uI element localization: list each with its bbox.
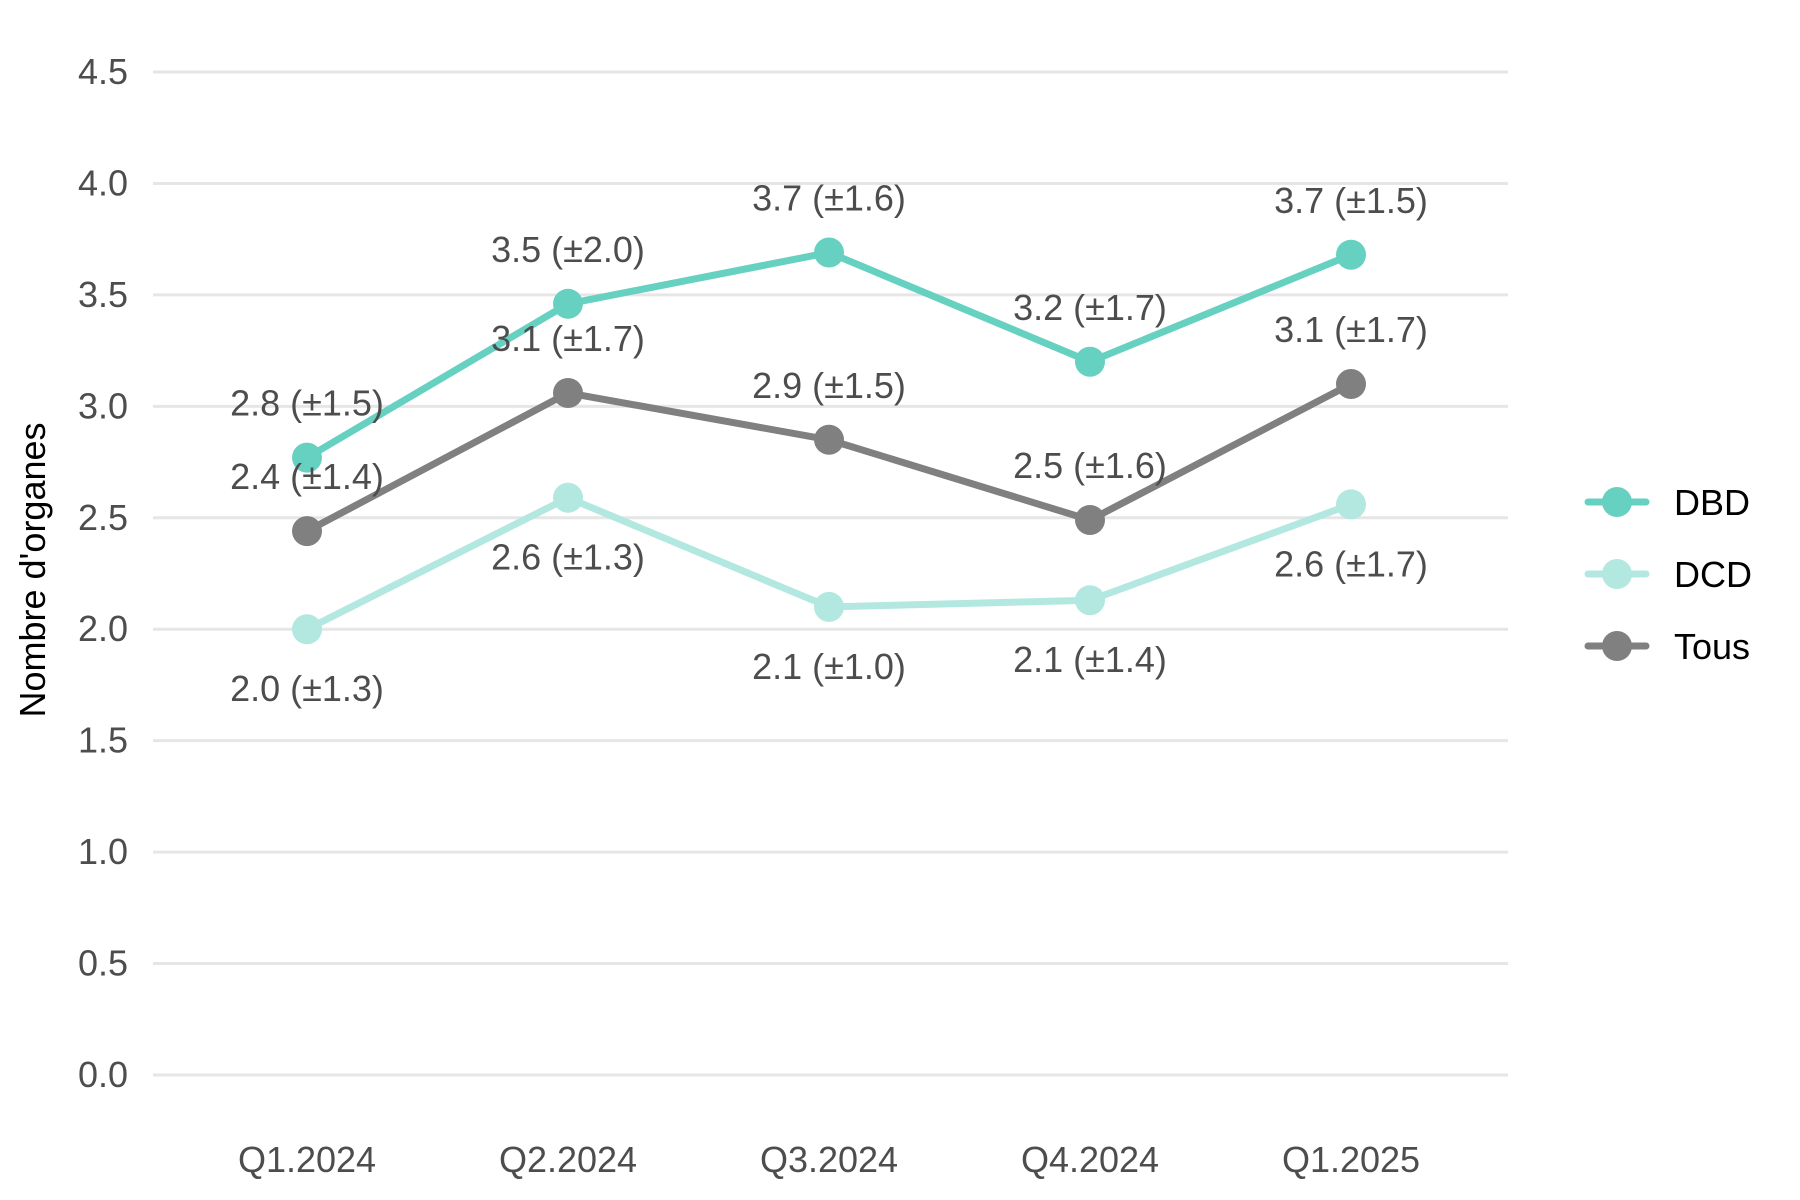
y-tick-label: 2.5: [78, 497, 128, 538]
data-label-dcd: 2.6 (±1.3): [491, 537, 645, 578]
y-tick-label: 0.5: [78, 943, 128, 984]
data-point-dbd: [292, 442, 322, 473]
y-tick-label: 1.5: [78, 720, 128, 761]
y-axis-title: Nombre d'organes: [12, 422, 53, 717]
data-label-tous: 2.5 (±1.6): [1013, 445, 1167, 486]
x-tick-label: Q2.2024: [499, 1139, 637, 1180]
data-labels: 2.8 (±1.5) 3.5 (±2.0) 3.7 (±1.6) 3.2 (±1.7)…: [230, 178, 1428, 710]
data-point-dcd: [553, 482, 583, 513]
y-tick-label: 4.5: [78, 51, 128, 92]
legend-key-point-tous: [1602, 631, 1632, 661]
data-point-dbd: [814, 237, 844, 268]
data-label-dcd: 2.1 (±1.0): [752, 646, 906, 687]
x-tick-label: Q1.2025: [1282, 1139, 1420, 1180]
data-label-dbd: 2.8 (±1.5): [230, 383, 384, 424]
legend-label-dbd: DBD: [1674, 482, 1750, 523]
y-tick-label: 0.0: [78, 1054, 128, 1095]
y-tick-label: 1.0: [78, 831, 128, 872]
data-point-tous: [814, 424, 844, 455]
x-tick-label: Q1.2024: [238, 1139, 376, 1180]
series-layer: [292, 237, 1366, 645]
gridlines: [153, 70, 1508, 1077]
data-point-dcd: [1336, 489, 1366, 520]
data-point-tous: [1075, 505, 1105, 536]
legend-key-point-dbd: [1602, 487, 1632, 517]
data-label-dcd: 2.6 (±1.7): [1274, 543, 1428, 584]
data-label-dbd: 3.5 (±2.0): [491, 229, 645, 270]
y-tick-label: 4.0: [78, 162, 128, 203]
data-point-tous: [1336, 369, 1366, 400]
data-label-tous: 3.1 (±1.7): [491, 318, 645, 359]
y-tick-label: 3.5: [78, 274, 128, 315]
data-label-dcd: 2.0 (±1.3): [230, 668, 384, 709]
legend-label-dcd: DCD: [1674, 554, 1752, 595]
x-axis-ticks: Q1.2024 Q2.2024 Q3.2024 Q4.2024 Q1.2025: [238, 1139, 1420, 1180]
data-label-tous: 3.1 (±1.7): [1274, 309, 1428, 350]
x-tick-label: Q4.2024: [1021, 1139, 1159, 1180]
legend-key-point-dcd: [1602, 559, 1632, 589]
data-label-dbd: 3.2 (±1.7): [1013, 287, 1167, 328]
data-point-tous: [292, 516, 322, 547]
data-label-dcd: 2.1 (±1.4): [1013, 639, 1167, 680]
data-point-dbd: [1075, 346, 1105, 377]
y-tick-label: 3.0: [78, 385, 128, 426]
y-axis-ticks: 0.0 0.5 1.0 1.5 2.0 2.5 3.0 3.5 4.0 4.5: [78, 51, 128, 1095]
data-label-dbd: 3.7 (±1.5): [1274, 180, 1428, 221]
data-point-dcd: [814, 591, 844, 622]
y-tick-label: 2.0: [78, 608, 128, 649]
data-point-dcd: [1075, 585, 1105, 616]
data-point-dcd: [292, 614, 322, 645]
data-label-tous: 2.9 (±1.5): [752, 365, 906, 406]
data-point-tous: [553, 377, 583, 408]
data-label-tous: 2.4 (±1.4): [230, 456, 384, 497]
data-point-dbd: [1336, 239, 1366, 270]
data-point-dbd: [553, 288, 583, 319]
x-tick-label: Q3.2024: [760, 1139, 898, 1180]
data-label-dbd: 3.7 (±1.6): [752, 178, 906, 219]
legend: DBD DCD Tous: [1584, 482, 1752, 667]
legend-label-tous: Tous: [1674, 626, 1750, 667]
